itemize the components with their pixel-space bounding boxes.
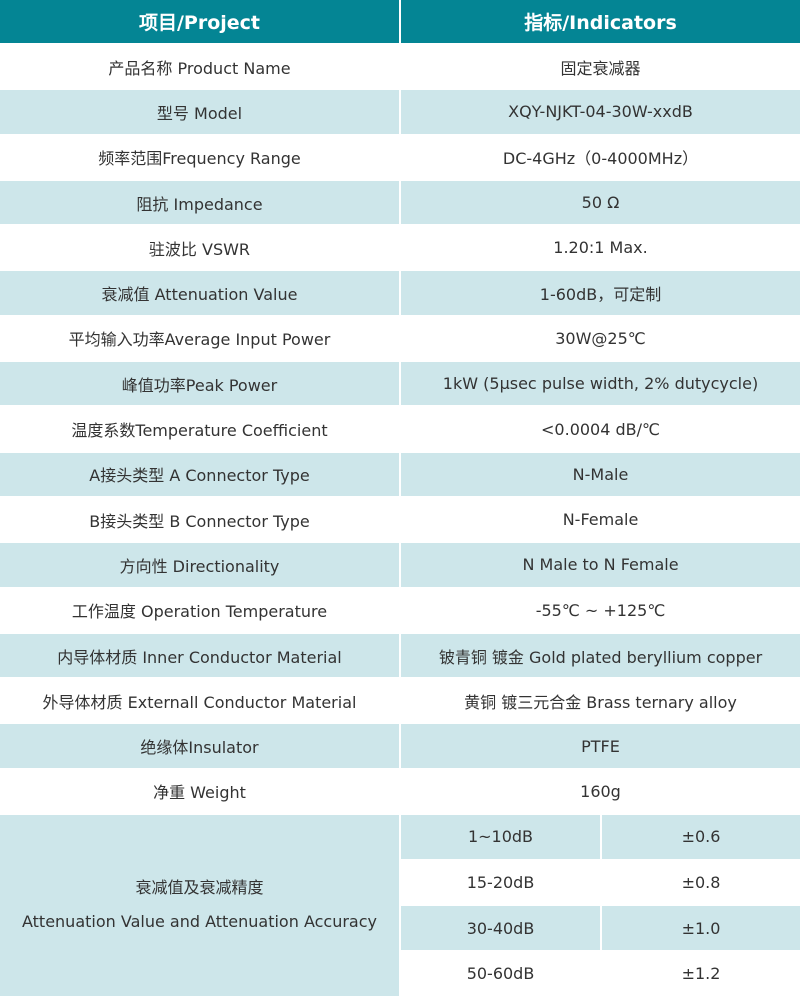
row-label: 频率范围Frequency Range — [0, 133, 401, 181]
table-row: 型号 Model XQY-NJKT-04-30W-xxdB — [0, 88, 800, 136]
row-value: 铍青铜 镀金 Gold plated beryllium copper — [399, 631, 800, 680]
accuracy-label: 衰减值及衰减精度 Attenuation Value and Attenuatio… — [0, 813, 401, 998]
row-value: <0.0004 dB/℃ — [399, 405, 800, 453]
row-value: 黄铜 镀三元合金 Brass ternary alloy — [399, 677, 800, 725]
table-row: 温度系数Temperature Coefficient <0.0004 dB/℃ — [0, 405, 800, 453]
accuracy-value: ±0.6 — [600, 813, 800, 861]
row-value: DC-4GHz（0-4000MHz） — [399, 133, 800, 181]
row-label: 峰值功率Peak Power — [0, 360, 401, 408]
accuracy-value: ±1.2 — [600, 950, 800, 998]
accuracy-row: 15-20dB ±0.8 — [0, 858, 800, 907]
row-label: 外导体材质 Externall Conductor Material — [0, 677, 401, 725]
table-row: 方向性 Directionality N Male to N Female — [0, 541, 800, 589]
accuracy-value: ±0.8 — [600, 858, 800, 907]
table-row: 产品名称 Product Name 固定衰减器 — [0, 42, 800, 91]
accuracy-range: 30-40dB — [400, 904, 602, 953]
row-label: 型号 Model — [0, 88, 401, 136]
row-value: 1.20:1 Max. — [399, 224, 800, 272]
row-value: 固定衰减器 — [399, 42, 800, 91]
accuracy-range: 1~10dB — [399, 813, 602, 861]
row-label: A接头类型 A Connector Type — [0, 450, 401, 498]
accuracy-row: 50-60dB ±1.2 — [0, 950, 800, 998]
row-value: 1kW (5μsec pulse width, 2% dutycycle) — [399, 360, 800, 408]
table-row: 工作温度 Operation Temperature -55℃ ~ +125℃ — [0, 586, 800, 634]
header-indicators: 指标/Indicators — [399, 0, 800, 45]
accuracy-range: 15-20dB — [400, 858, 602, 907]
accuracy-label-cn: 衰减值及衰减精度 — [135, 878, 264, 898]
row-value: 160g — [399, 767, 800, 816]
accuracy-label-en: Attenuation Value and Attenuation Accura… — [21, 912, 377, 932]
row-value: N-Female — [399, 495, 800, 544]
accuracy-row: 衰减值及衰减精度 Attenuation Value and Attenuatio… — [0, 813, 800, 998]
table-row: 驻波比 VSWR 1.20:1 Max. — [0, 224, 800, 272]
row-value: N-Male — [399, 450, 800, 498]
table-row: 频率范围Frequency Range DC-4GHz（0-4000MHz） — [0, 133, 800, 181]
row-value: -55℃ ~ +125℃ — [399, 586, 800, 634]
table-row: B接头类型 B Connector Type N-Female — [0, 495, 800, 544]
accuracy-range: 50-60dB — [400, 950, 602, 998]
table-row: 阻抗 Impedance 50 Ω — [0, 178, 800, 227]
row-label: 工作温度 Operation Temperature — [0, 586, 401, 634]
row-value: 30W@25℃ — [399, 314, 800, 363]
accuracy-row: 30-40dB ±1.0 — [0, 904, 800, 953]
row-label: 阻抗 Impedance — [0, 178, 401, 227]
row-value: XQY-NJKT-04-30W-xxdB — [399, 88, 800, 136]
row-value: 1-60dB，可定制 — [399, 269, 800, 317]
table-row: 衰减值 Attenuation Value 1-60dB，可定制 — [0, 269, 800, 317]
table-row: 外导体材质 Externall Conductor Material 黄铜 镀三元… — [0, 677, 800, 725]
table-row: 绝缘体Insulator PTFE — [0, 722, 800, 770]
row-label: 温度系数Temperature Coefficient — [0, 405, 401, 453]
row-label: 内导体材质 Inner Conductor Material — [0, 631, 401, 680]
row-label: 驻波比 VSWR — [0, 224, 401, 272]
row-label: 衰减值 Attenuation Value — [0, 269, 401, 317]
row-label: B接头类型 B Connector Type — [0, 495, 401, 544]
table-header: 项目/Project 指标/Indicators — [0, 0, 800, 45]
row-label: 产品名称 Product Name — [0, 42, 401, 91]
table-row: 平均输入功率Average Input Power 30W@25℃ — [0, 314, 800, 363]
row-label: 绝缘体Insulator — [0, 722, 401, 770]
row-label: 净重 Weight — [0, 767, 401, 816]
table-row: 峰值功率Peak Power 1kW (5μsec pulse width, 2%… — [0, 360, 800, 408]
row-value: 50 Ω — [399, 178, 800, 227]
table-row: 内导体材质 Inner Conductor Material 铍青铜 镀金 Gol… — [0, 631, 800, 680]
accuracy-value: ±1.0 — [600, 904, 800, 953]
row-value: PTFE — [399, 722, 800, 770]
row-label: 方向性 Directionality — [0, 541, 401, 589]
table-row: A接头类型 A Connector Type N-Male — [0, 450, 800, 498]
table-row: 净重 Weight 160g — [0, 767, 800, 816]
row-value: N Male to N Female — [399, 541, 800, 589]
row-label: 平均输入功率Average Input Power — [0, 314, 401, 363]
header-project: 项目/Project — [0, 0, 401, 45]
